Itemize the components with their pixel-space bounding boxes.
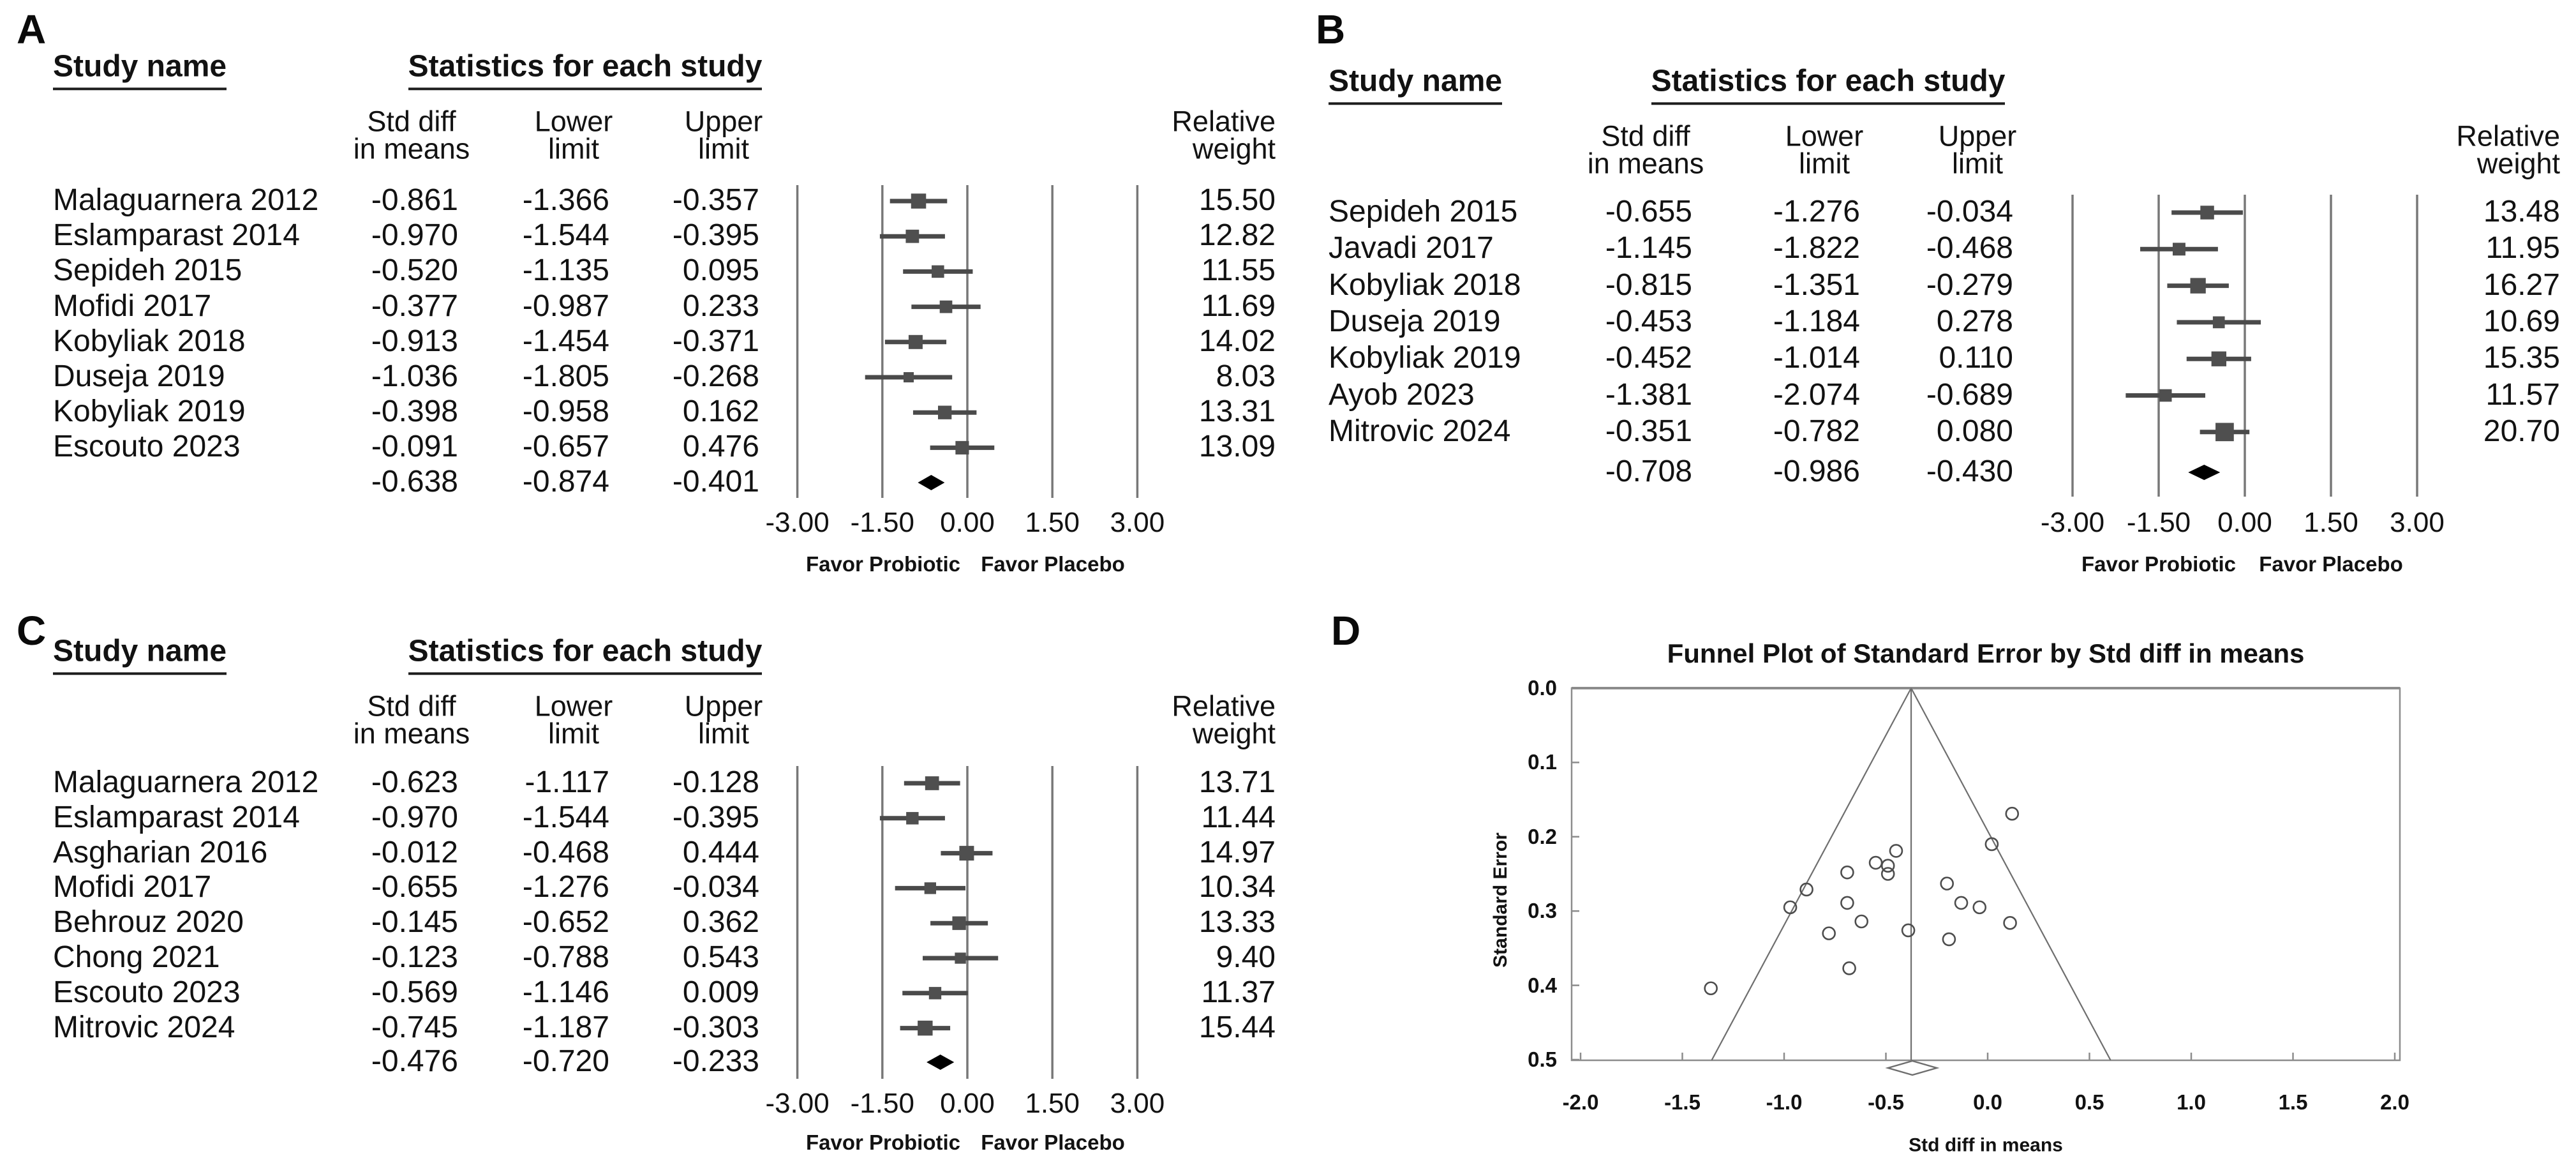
study-point-circle [2005, 806, 2020, 821]
funnel-left-limit-line [1711, 687, 1912, 1061]
summary-diamond-outline [1885, 1060, 1940, 1076]
effect-size-square [2212, 316, 2225, 329]
effect-size-square [955, 440, 969, 455]
effect-size-square [952, 916, 966, 930]
study-point-circle [1822, 926, 1836, 940]
panel-label-c: C [17, 608, 47, 654]
effect-size-square [2172, 243, 2185, 256]
study-point-circle [1889, 844, 1903, 858]
effect-size-square [918, 1020, 933, 1036]
study-point-circle [1840, 896, 1854, 910]
study-point-circle [1901, 923, 1916, 938]
study-point-circle [1972, 900, 1987, 915]
effect-size-square [955, 952, 966, 964]
effect-size-square [938, 405, 952, 419]
study-point-circle [1704, 981, 1718, 996]
study-point-circle [2003, 916, 2017, 930]
panel-label-b: B [1316, 6, 1346, 52]
effect-size-square [932, 265, 944, 278]
study-point-circle [1880, 867, 1895, 881]
plot-frame [1570, 687, 2401, 1062]
study-point-circle [1984, 837, 1999, 852]
effect-size-square [2200, 206, 2214, 220]
study-point-circle [1854, 914, 1869, 929]
effect-size-square [905, 229, 919, 243]
effect-size-square [959, 846, 974, 861]
study-point-circle [1942, 932, 1956, 947]
effect-size-square [906, 812, 919, 825]
summary-diamond [918, 475, 945, 490]
summary-diamond [927, 1055, 955, 1070]
effect-size-square [908, 334, 923, 349]
study-point-circle [1954, 896, 1969, 910]
effect-size-square [2211, 351, 2226, 366]
effect-size-square [2215, 423, 2234, 442]
study-point-circle [1799, 882, 1813, 897]
study-point-circle [1783, 900, 1798, 915]
study-point-circle [1940, 876, 1954, 890]
panel-label-a: A [17, 6, 47, 52]
effect-size-square [2159, 389, 2172, 402]
effect-size-square [911, 193, 927, 209]
study-point-circle [1842, 961, 1856, 975]
effect-size-square [928, 987, 942, 1000]
summary-diamond [2188, 465, 2221, 480]
effect-size-square [2190, 278, 2206, 294]
effect-size-square [924, 882, 937, 894]
effect-size-square [939, 300, 953, 313]
effect-size-square [903, 372, 914, 383]
study-point-circle [1868, 855, 1883, 870]
panel-label-d: D [1331, 608, 1361, 654]
funnel-right-limit-line [1910, 687, 2111, 1061]
study-point-circle [1840, 865, 1854, 880]
effect-size-square [925, 776, 939, 790]
study-point-circle [1880, 859, 1895, 873]
